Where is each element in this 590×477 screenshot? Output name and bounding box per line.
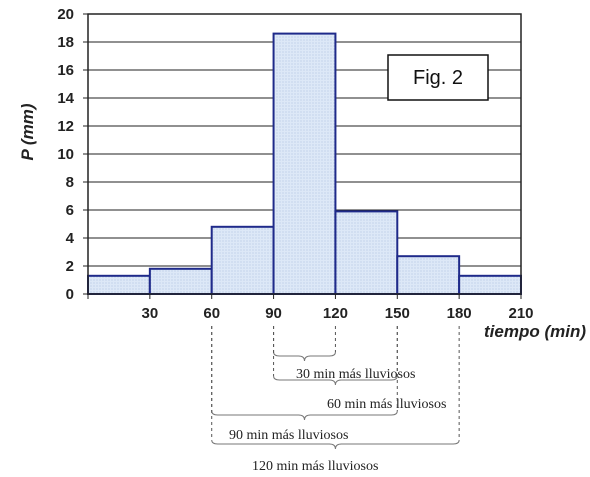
interval-brace	[211, 439, 460, 450]
x-tick-label: 120	[323, 305, 348, 322]
y-tick-label: 12	[57, 118, 74, 135]
x-tick-label: 90	[265, 305, 282, 322]
bar	[272, 32, 337, 295]
bar	[334, 210, 399, 295]
y-axis-title: P (mm)	[18, 103, 37, 160]
x-tick-label: 210	[508, 305, 533, 322]
x-axis-title: tiempo (min)	[484, 322, 586, 341]
bar	[458, 274, 522, 295]
interval-label: 120 min más lluviosos	[252, 459, 378, 474]
fig-label: Fig. 2	[413, 67, 463, 89]
x-tick-label: 30	[142, 305, 159, 322]
y-tick-label: 6	[66, 202, 74, 219]
bars	[87, 32, 522, 296]
interval-label: 30 min más lluviosos	[296, 367, 415, 382]
y-tick-label: 10	[57, 146, 74, 163]
interval-brace	[273, 375, 398, 386]
y-tick-label: 14	[57, 90, 74, 107]
bar	[210, 225, 275, 295]
x-tick-labels: 30 60 90 120 150 180 210	[142, 305, 534, 322]
axes	[83, 13, 522, 299]
y-tick-label: 4	[66, 230, 75, 247]
y-tick-label: 20	[57, 6, 74, 23]
x-tick-label: 60	[203, 305, 220, 322]
interval-brace	[211, 410, 398, 421]
x-tick-label: 180	[447, 305, 472, 322]
y-tick-label: 2	[66, 258, 74, 275]
bar	[148, 267, 213, 295]
interval-brace	[273, 351, 336, 362]
interval-label: 60 min más lluviosos	[327, 397, 446, 412]
y-tick-label: 18	[57, 34, 74, 51]
y-tick-label: 8	[66, 174, 74, 191]
bar	[396, 255, 461, 296]
y-tick-label: 16	[57, 62, 74, 79]
x-tick-label: 150	[385, 305, 410, 322]
fig-label-box: Fig. 2	[387, 54, 489, 101]
interval-annotations: 30 min más lluviosos 60 min más lluviosos…	[211, 326, 460, 474]
interval-label: 90 min más lluviosos	[229, 428, 348, 443]
bar	[87, 274, 151, 295]
y-tick-label: 0	[66, 286, 74, 303]
y-tick-labels: 0 2 4 6 8 10 12 14 16 18 20	[57, 6, 74, 303]
